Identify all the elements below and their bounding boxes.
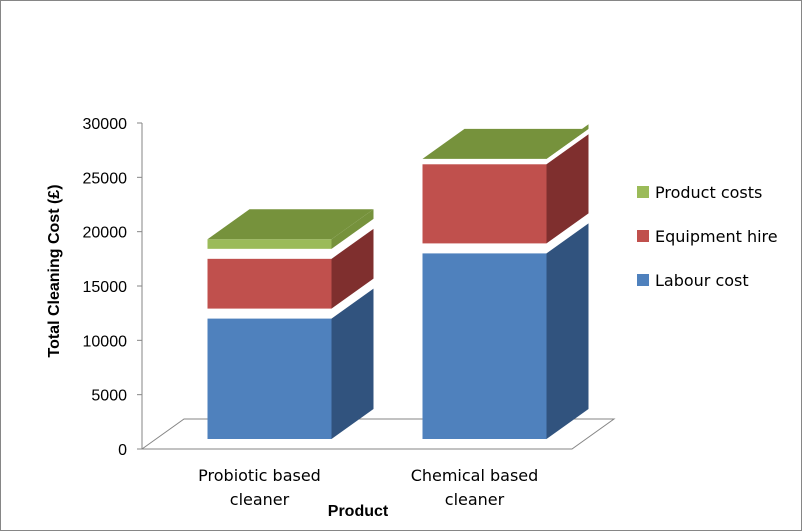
legend-label: Equipment hire xyxy=(655,227,778,246)
bar-segment-product-costs xyxy=(207,239,332,249)
bar-side-labour-cost xyxy=(331,288,374,439)
bar-top-face xyxy=(422,128,589,159)
bar-segment-equipment-hire xyxy=(422,164,547,244)
bar-segment-labour-cost xyxy=(422,253,547,439)
legend-swatch-equipment-hire xyxy=(637,230,649,242)
y-tick-label: 10000 xyxy=(83,333,128,350)
bar-side-equipment-hire xyxy=(546,134,589,244)
legend-label: Labour cost xyxy=(655,271,749,290)
y-tick-label: 0 xyxy=(118,442,127,459)
y-tick-label: 15000 xyxy=(83,279,128,296)
y-tick-label: 25000 xyxy=(83,170,128,187)
legend: Product costs Equipment hire Labour cost xyxy=(637,183,778,290)
x-axis-title: Product xyxy=(328,503,389,520)
bar-segment-labour-cost xyxy=(207,318,332,439)
bar-side-equipment-hire xyxy=(331,228,374,309)
chart-floor xyxy=(140,418,616,450)
y-axis-title: Total Cleaning Cost (£) xyxy=(46,184,63,357)
x-category-label: Chemical based cleaner xyxy=(411,466,539,509)
bar-top-face xyxy=(207,209,374,240)
legend-swatch-labour-cost xyxy=(637,274,649,286)
legend-swatch-product-costs xyxy=(637,186,649,198)
x-category-label: Probiotic based cleaner xyxy=(198,466,321,509)
y-tick-label: 30000 xyxy=(83,116,128,133)
bar-side-labour-cost xyxy=(546,223,589,439)
legend-label: Product costs xyxy=(655,183,762,202)
y-tick-label: 20000 xyxy=(83,225,128,242)
bar-side-product-costs xyxy=(331,209,374,249)
y-tick-label: 5000 xyxy=(91,388,127,405)
bar-segment-equipment-hire xyxy=(207,258,332,309)
